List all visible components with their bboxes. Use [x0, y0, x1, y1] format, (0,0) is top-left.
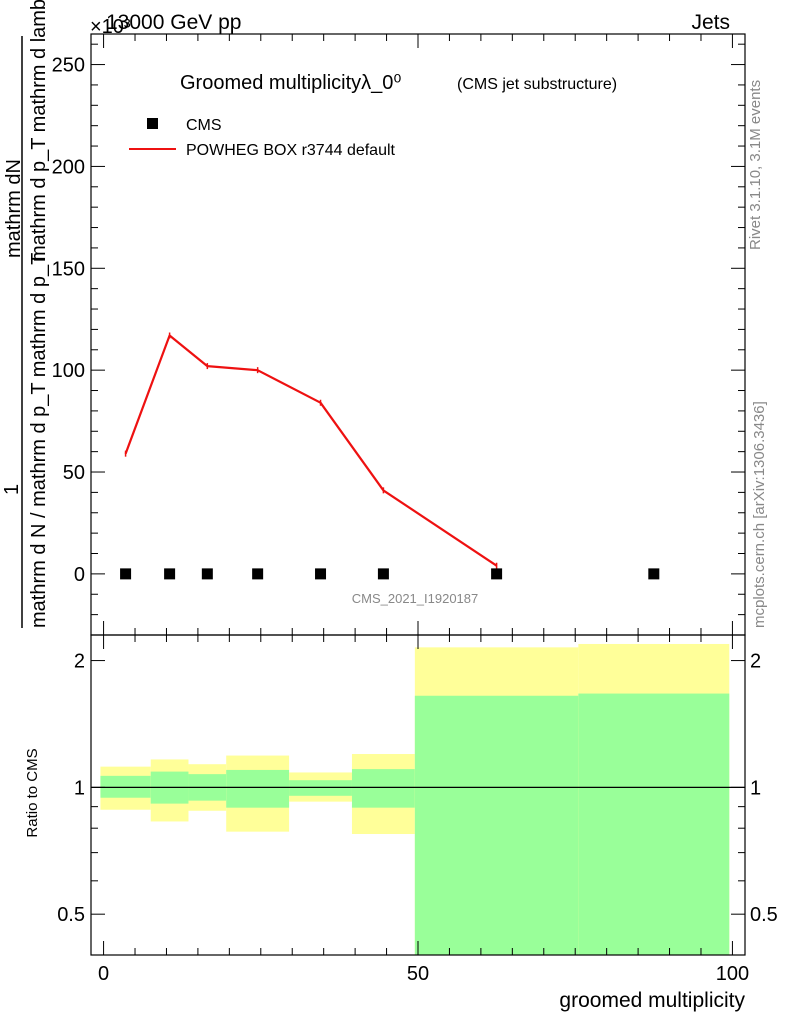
ratio-y-axis-label: Ratio to CMS	[24, 748, 41, 837]
main-series	[120, 332, 660, 580]
legend-label-powheg: POWHEG BOX r3744 default	[186, 142, 396, 159]
ratio-bands	[100, 643, 730, 955]
rivet-label: Rivet 3.1.10, 3.1M events	[747, 80, 764, 250]
main-y-ticks: 0 50 100 150 200 250	[52, 43, 745, 616]
main-ytick-label: 100	[52, 360, 85, 382]
main-ytick-label: 200	[52, 156, 85, 178]
ratio-band-inner	[226, 769, 290, 808]
main-ytick-label: 250	[52, 55, 85, 77]
main-y-axis-label: mathrm dN mathrm d p_T mathrm d lambda 1…	[1, 0, 50, 628]
legend: CMS POWHEG BOX r3744 default	[129, 117, 396, 159]
ratio-ytick-label-right: 2	[750, 651, 761, 673]
ylabel-one: 1	[1, 484, 23, 495]
ylabel-numerator-rest: mathrm d p_T mathrm d lambda	[28, 0, 50, 262]
ratio-ytick-label-right: 1	[750, 777, 761, 799]
legend-marker-cms	[147, 118, 158, 129]
main-ytick-label: 50	[63, 462, 85, 484]
cms-point	[648, 568, 660, 580]
cms-point	[252, 568, 264, 580]
ylabel-numerator: mathrm dN	[3, 159, 25, 258]
ratio-ytick-label-left: 2	[74, 651, 85, 673]
header-process: Jets	[691, 11, 730, 34]
x-axis-label: groomed multiplicity	[559, 989, 745, 1012]
ratio-band-inner	[351, 769, 415, 808]
axis-exponent: ×10³	[90, 16, 131, 38]
chart-title: Groomed multiplicityλ_0⁰	[180, 72, 401, 94]
cms-point	[164, 568, 176, 580]
ratio-xtick-label: 50	[407, 963, 429, 985]
cms-point	[315, 568, 327, 580]
ratio-xtick-label: 100	[716, 963, 749, 985]
ratio-ytick-label-left: 1	[74, 777, 85, 799]
ratio-ytick-label-left: 0.5	[57, 904, 85, 926]
main-ytick-label: 150	[52, 258, 85, 280]
ratio-band-inner	[289, 780, 352, 796]
ratio-y-ticks: 0.5 0.5 1 1 2 2	[57, 651, 778, 956]
main-x-ticks	[103, 34, 733, 635]
ratio-band-inner	[578, 693, 730, 955]
cms-point	[491, 568, 503, 580]
mcplots-label: mcplots.cern.ch [arXiv:1306.3436]	[751, 401, 768, 628]
powheg-line	[124, 334, 498, 567]
ratio-xtick-label: 0	[98, 963, 109, 985]
cms-point	[120, 568, 132, 580]
ylabel-denominator: mathrm d N / mathrm d p_T mathrm d p_T	[28, 253, 50, 628]
header-energy: 13000 GeV pp	[106, 11, 241, 34]
ratio-panel: 0.5 0.5 1 1 2 2 0 50 100 Ratio to CMS groomed m…	[24, 634, 778, 1012]
main-panel: 0 50 100 150 200 250 Groomed multiplicityλ_0⁰…	[1, 0, 746, 636]
chart-title-note: (CMS jet substructure)	[457, 76, 617, 93]
cms-point	[377, 568, 389, 580]
ratio-band-inner	[414, 695, 579, 955]
ratio-x-ticks: 0 50 100	[98, 635, 749, 985]
analysis-label: CMS_2021_I1920187	[352, 591, 479, 606]
ratio-ytick-label-right: 0.5	[750, 904, 778, 926]
main-ytick-label: 0	[74, 564, 85, 586]
legend-label-cms: CMS	[186, 117, 222, 134]
cms-point	[201, 568, 213, 580]
